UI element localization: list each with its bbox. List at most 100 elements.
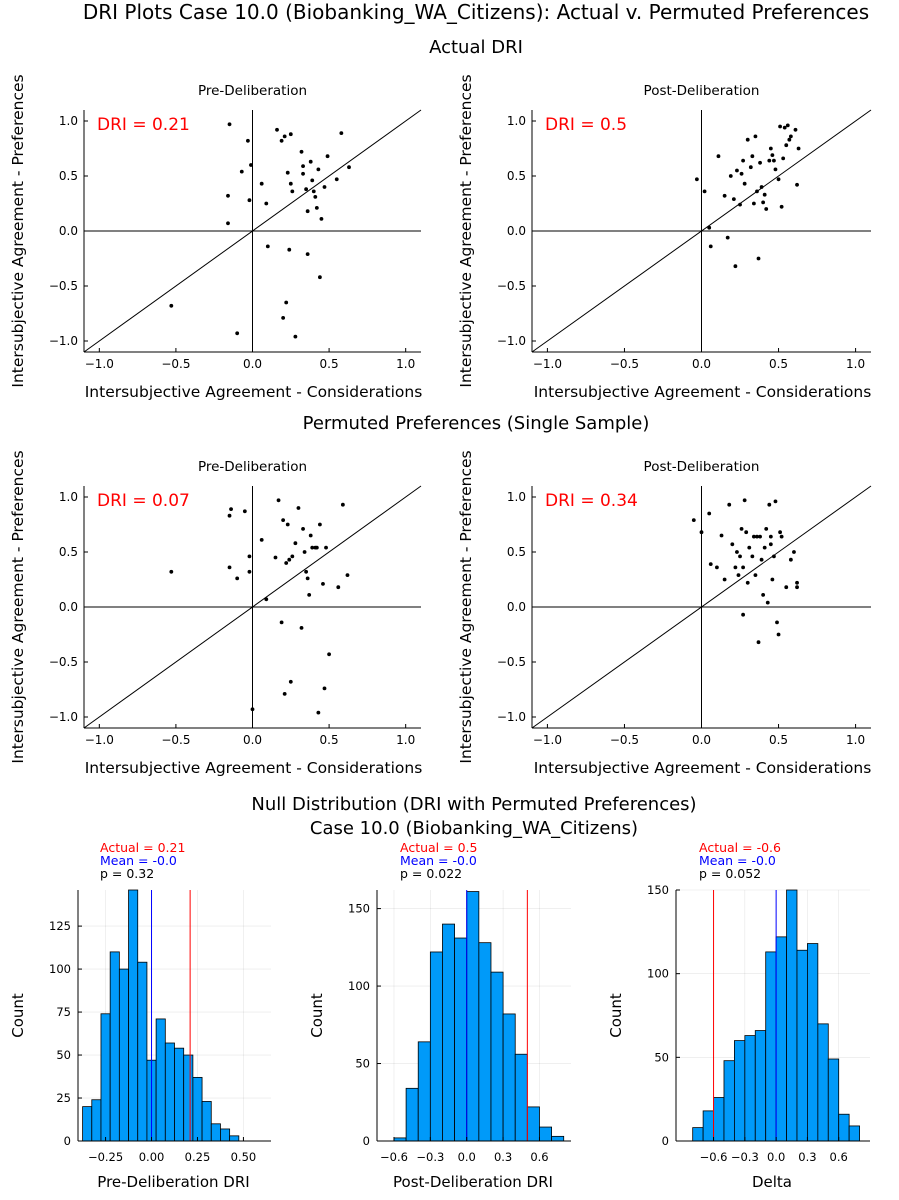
- x-tick-label: 0.50: [231, 1150, 257, 1164]
- data-point: [750, 154, 755, 159]
- data-point: [773, 167, 778, 172]
- data-point: [316, 710, 321, 715]
- data-point: [742, 181, 747, 186]
- data-point: [311, 189, 316, 194]
- mean-annotation: Mean = -0.0: [400, 853, 477, 868]
- x-tick-label: 0.0: [243, 357, 262, 371]
- x-axis-label: Intersubjective Agreement - Consideratio…: [534, 383, 872, 401]
- histogram-bar: [454, 937, 468, 1142]
- data-point: [226, 221, 230, 226]
- data-point: [304, 569, 309, 574]
- data-point: [707, 511, 712, 516]
- x-tick-label: −0.5: [161, 357, 190, 371]
- histogram-bar: [220, 1128, 231, 1142]
- y-tick-label: 0.5: [59, 169, 78, 183]
- data-point: [324, 545, 328, 550]
- x-tick-label: 0.3: [494, 1150, 512, 1164]
- dri-label: DRI = 0.07: [97, 491, 190, 511]
- data-point: [334, 177, 339, 182]
- x-tick-label: −0.5: [610, 733, 639, 747]
- diagonal-line: [83, 109, 422, 353]
- data-point: [288, 181, 293, 186]
- data-point: [716, 154, 721, 159]
- y-tick-label: 150: [348, 902, 370, 916]
- x-axis-label: Delta: [752, 1173, 792, 1191]
- data-point: [301, 164, 305, 169]
- histogram-bar: [817, 1023, 829, 1142]
- figure-title: DRI Plots Case 10.0 (Biobanking_WA_Citiz…: [83, 0, 869, 24]
- histogram-bar: [442, 923, 456, 1142]
- x-axis-label: Intersubjective Agreement - Consideratio…: [85, 383, 423, 401]
- y-axis-label: Count: [308, 993, 326, 1038]
- data-point: [745, 137, 750, 142]
- y-tick-label: 0: [363, 1134, 370, 1148]
- data-point: [772, 158, 776, 163]
- data-point: [782, 125, 787, 130]
- x-tick-label: 1.0: [396, 733, 415, 747]
- data-point: [293, 334, 298, 339]
- data-point: [735, 550, 739, 554]
- data-point: [318, 522, 322, 527]
- data-point: [347, 165, 351, 170]
- histogram-panel: −0.6 −0.3 0.0 0.3 0.6 0 50 100 150 Post-Deliberat…: [308, 840, 571, 1191]
- scatter-panel: Pre-Deliberation −1.0 −0.5 0.0 0.5 1.0 −1.0 −0.…: [9, 74, 422, 401]
- mean-annotation: Mean = -0.0: [699, 853, 776, 868]
- panel-title: Post-Deliberation: [644, 83, 760, 99]
- x-tick-label: 0.5: [320, 357, 339, 371]
- y-tick-label: 125: [49, 919, 71, 933]
- data-point: [725, 235, 730, 240]
- x-axis-label: Intersubjective Agreement - Consideratio…: [534, 759, 872, 777]
- data-point: [772, 554, 776, 559]
- p-value-annotation: p = 0.022: [400, 866, 462, 881]
- data-point: [784, 585, 789, 590]
- histogram-bar: [417, 1041, 431, 1142]
- data-point: [738, 202, 742, 207]
- x-tick-label: 0.0: [767, 1150, 785, 1164]
- data-point: [276, 498, 281, 503]
- x-tick-label: −0.6: [380, 1150, 408, 1164]
- data-point: [722, 193, 727, 198]
- data-point: [227, 122, 232, 127]
- data-point: [307, 593, 312, 597]
- null-distribution-title: Null Distribution (DRI with Permuted Pre…: [251, 794, 696, 815]
- data-point: [699, 530, 704, 535]
- data-point: [742, 498, 747, 503]
- data-point: [730, 542, 735, 547]
- data-point: [227, 513, 232, 518]
- data-point: [785, 123, 790, 128]
- data-point: [279, 620, 284, 625]
- x-tick-label: 0.5: [769, 357, 788, 371]
- data-point: [264, 201, 269, 206]
- histogram-bar: [210, 1123, 221, 1142]
- data-point: [758, 160, 762, 165]
- mean-annotation: Mean = -0.0: [100, 853, 177, 868]
- data-point: [762, 192, 767, 197]
- data-point: [795, 580, 799, 585]
- data-point: [345, 573, 350, 577]
- data-point: [741, 612, 746, 617]
- data-point: [282, 692, 287, 696]
- actual-annotation: Actual = -0.6: [699, 840, 781, 855]
- histogram-bar: [100, 1013, 111, 1142]
- x-tick-label: −0.25: [88, 1150, 123, 1164]
- y-tick-label: 0.0: [59, 600, 78, 614]
- data-point: [753, 573, 758, 577]
- data-point: [792, 550, 796, 554]
- data-point: [756, 256, 761, 261]
- histogram-bar: [796, 949, 808, 1142]
- histogram-bar: [91, 1099, 102, 1142]
- data-point: [259, 538, 264, 542]
- data-point: [708, 244, 713, 249]
- histogram-bar: [174, 1047, 185, 1142]
- x-tick-label: −0.3: [731, 1150, 759, 1164]
- data-point: [758, 534, 762, 539]
- data-point: [753, 134, 758, 139]
- data-point: [793, 127, 798, 132]
- data-point: [691, 518, 696, 522]
- data-point: [778, 124, 782, 129]
- data-point: [770, 153, 775, 158]
- data-point: [776, 632, 781, 637]
- data-point: [288, 679, 293, 684]
- data-point: [728, 174, 733, 178]
- data-point: [770, 577, 775, 582]
